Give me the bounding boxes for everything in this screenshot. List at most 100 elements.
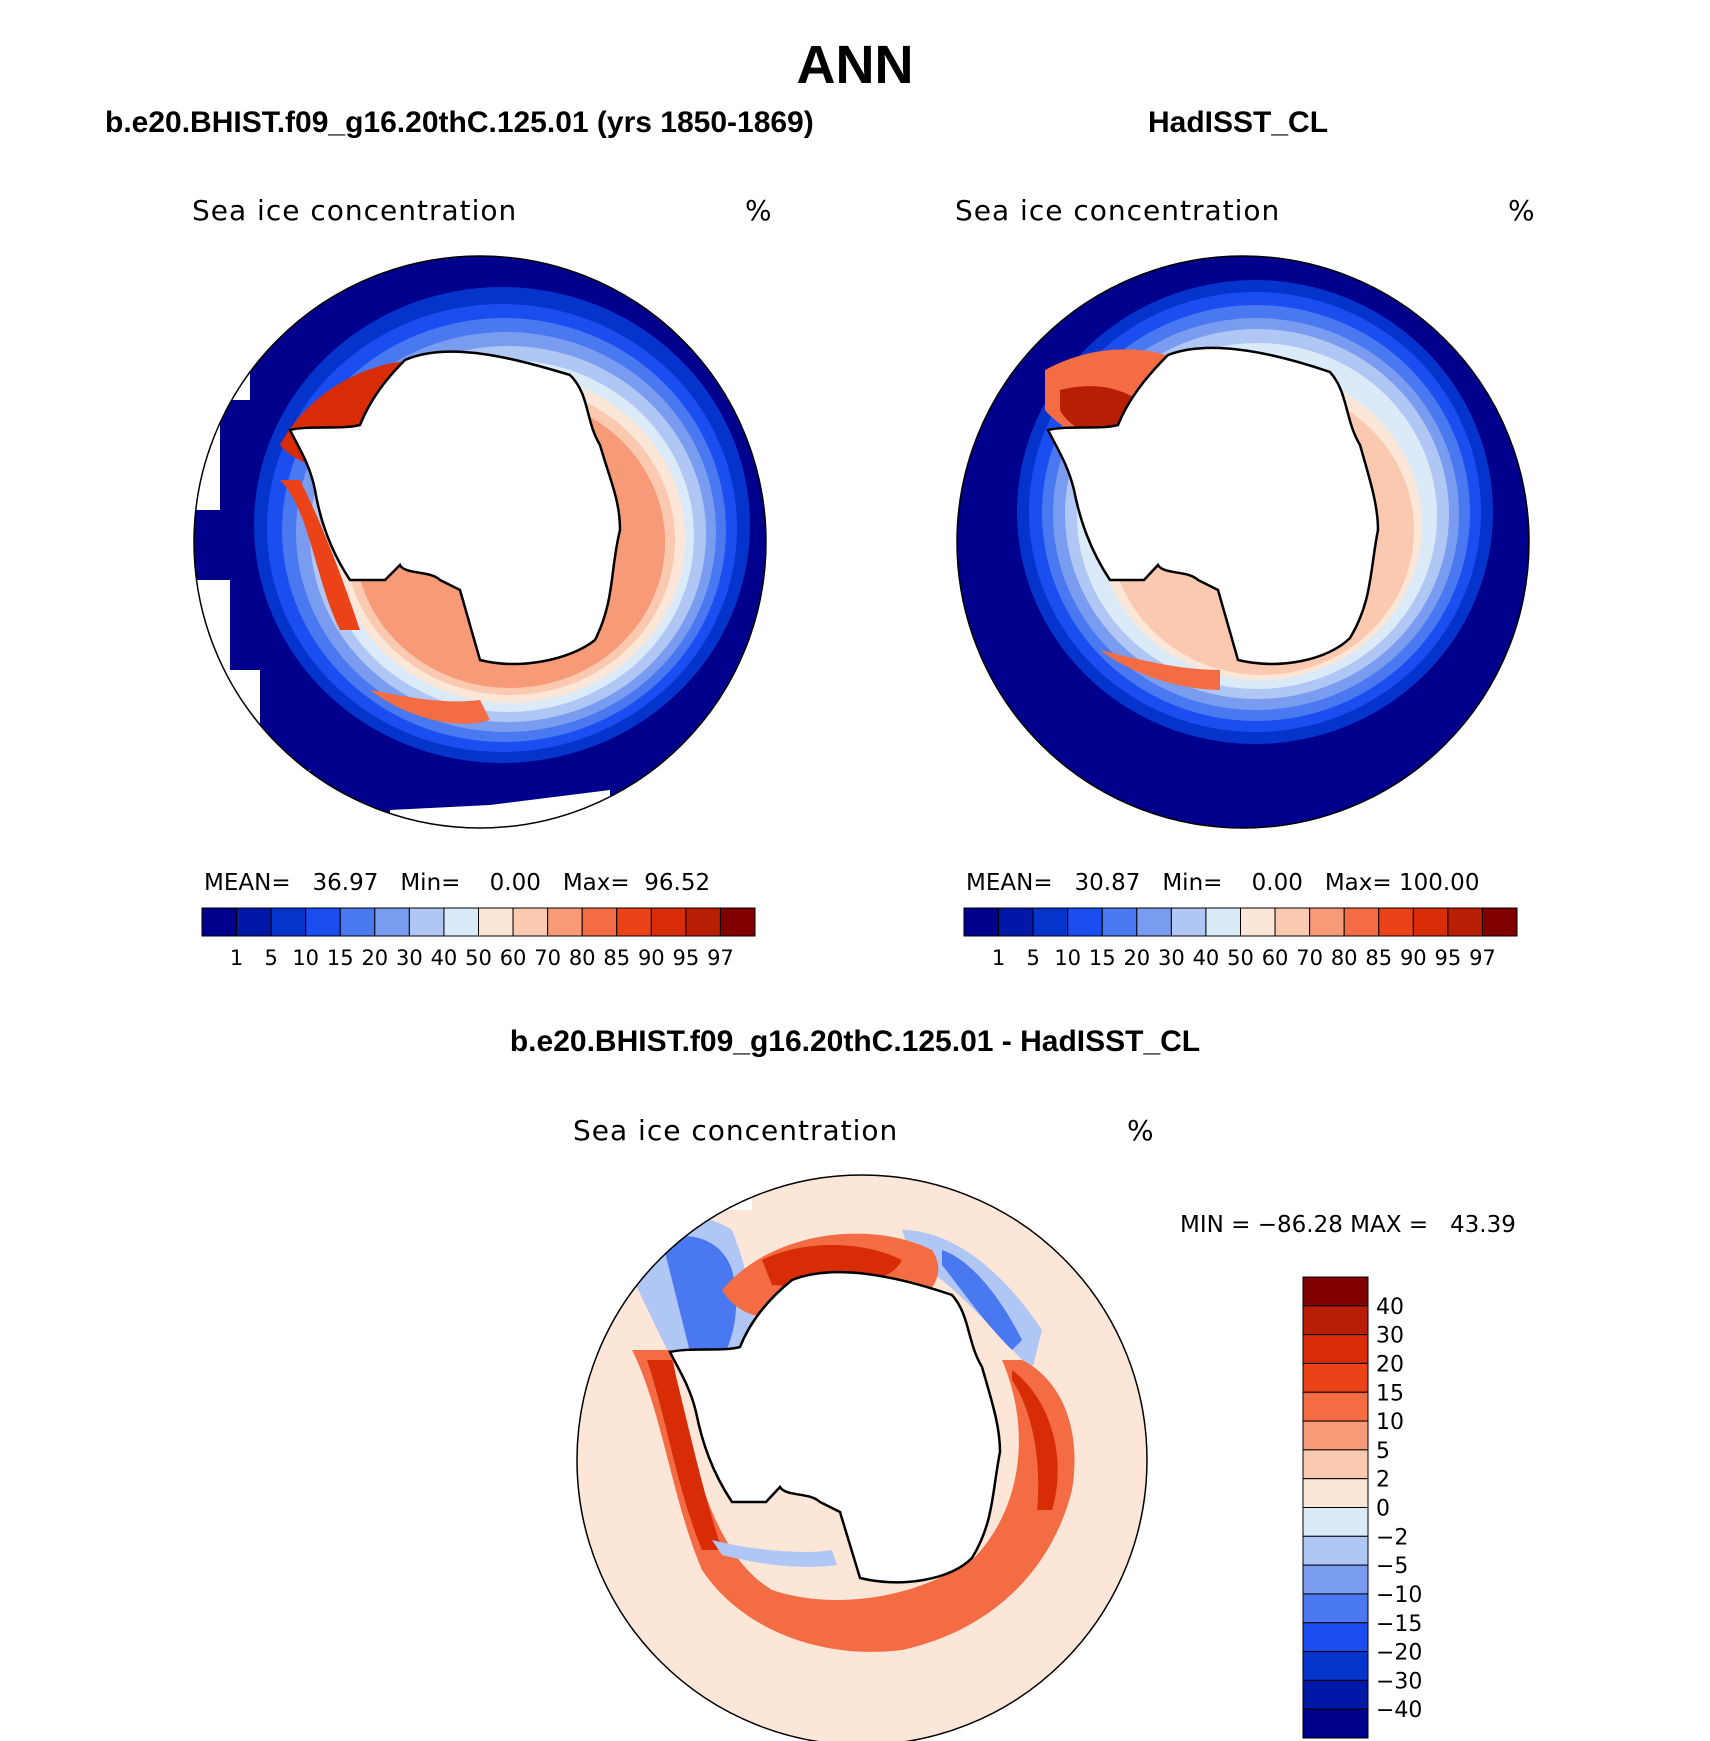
colorbar-swatch: [1302, 1651, 1369, 1681]
diff-min-label: MIN =: [1180, 1212, 1251, 1238]
colorbar-swatch: [1170, 907, 1207, 937]
colorbar-swatch: [581, 907, 618, 937]
colorbar-tick-label: −40: [1376, 1698, 1422, 1723]
colorbar-swatch: [1412, 907, 1449, 937]
colorbar-swatch: [1302, 1391, 1369, 1422]
variable-label-obs: Sea ice concentration: [955, 194, 1281, 227]
colorbar-swatch: [270, 907, 307, 937]
colorbar-tick-label: 95: [1435, 946, 1462, 970]
colorbar-tick-label: 30: [396, 946, 423, 970]
figure-title: ANN: [796, 35, 914, 95]
colorbar-swatch: [1101, 907, 1138, 937]
panel-title-diff: b.e20.BHIST.f09_g16.20thC.125.01 - HadIS…: [509, 1025, 1201, 1058]
diff-min-value: −86.28: [1257, 1212, 1343, 1238]
min-label: Min=: [400, 870, 461, 896]
mean-label: MEAN=: [966, 870, 1053, 896]
colorbar-swatch: [512, 907, 549, 937]
colorbar-tick-label: 97: [1469, 946, 1496, 970]
colorbar-tick-label: 15: [327, 946, 354, 970]
colorbar-tick-label: −30: [1376, 1669, 1422, 1694]
colorbar-model: 1 5 10 15 20 30 40 50 60 70 80 85 90 95 97: [201, 907, 756, 970]
colorbar-tick-label: 60: [500, 946, 527, 970]
colorbar-tick-label: −10: [1376, 1583, 1422, 1608]
map-model: [193, 255, 767, 829]
mean-label: MEAN=: [204, 870, 291, 896]
map-obs: [956, 255, 1530, 829]
max-value: 96.52: [644, 870, 711, 896]
colorbar-swatch: [1302, 1478, 1369, 1508]
colorbar-swatch: [1481, 907, 1518, 937]
colorbar-swatch: [685, 907, 721, 937]
colorbar-swatch: [1343, 907, 1380, 937]
panel-title-model: b.e20.BHIST.f09_g16.20thC.125.01 (yrs 18…: [105, 106, 814, 139]
colorbar-tick-label: 20: [1123, 946, 1150, 970]
colorbar-swatch: [1447, 907, 1483, 937]
colorbar-tick-label: 85: [1365, 946, 1392, 970]
colorbar-tick-label: 10: [1376, 1410, 1404, 1435]
panel-title-obs: HadISST_CL: [1148, 106, 1329, 139]
diff-max-value: 43.39: [1450, 1212, 1516, 1238]
colorbar-swatch: [1240, 907, 1276, 937]
mean-value: 36.97: [312, 870, 379, 896]
colorbar-swatch: [616, 907, 652, 937]
colorbar-swatch: [963, 907, 1000, 937]
colorbar-swatch: [1067, 907, 1103, 937]
diff-max-label: MAX =: [1350, 1212, 1429, 1238]
colorbar-tick-label: 5: [1026, 946, 1039, 970]
colorbar-swatch: [1302, 1420, 1369, 1451]
colorbar-swatch: [478, 907, 514, 937]
max-label: Max=: [1324, 870, 1392, 896]
colorbar-tick-label: 40: [1376, 1295, 1404, 1320]
colorbar-tick-label: 97: [707, 946, 734, 970]
colorbar-tick-label: 30: [1376, 1324, 1404, 1349]
colorbar-tick-label: 20: [1376, 1352, 1404, 1377]
colorbar-swatch: [1378, 907, 1414, 937]
colorbar-swatch: [305, 907, 341, 937]
colorbar-swatch: [1302, 1593, 1369, 1624]
colorbar-tick-label: 5: [264, 946, 277, 970]
colorbar-tick-label: 90: [638, 946, 665, 970]
colorbar-tick-label: 95: [673, 946, 700, 970]
colorbar-tick-label: 5: [1376, 1439, 1390, 1464]
colorbar-tick-label: 50: [1227, 946, 1254, 970]
colorbar-tick-label: 80: [569, 946, 596, 970]
min-label: Min=: [1162, 870, 1223, 896]
colorbar-tick-label: 40: [1193, 946, 1220, 970]
colorbar-tick-label: 2: [1376, 1468, 1390, 1493]
max-value: 100.00: [1398, 870, 1480, 896]
colorbar-tick-label: 30: [1158, 946, 1185, 970]
colorbar-tick-label: 40: [431, 946, 458, 970]
colorbar-swatch: [339, 907, 376, 937]
colorbar-swatch: [1302, 1305, 1369, 1336]
colorbar-swatch: [998, 907, 1034, 937]
colorbar-tick-label: 15: [1376, 1381, 1404, 1406]
mean-value: 30.87: [1074, 870, 1141, 896]
map-diff: [576, 1174, 1148, 1741]
variable-label-diff: Sea ice concentration: [573, 1114, 899, 1147]
colorbar-swatch: [719, 907, 756, 937]
colorbar-swatch: [1032, 907, 1069, 937]
colorbar-tick-label: 80: [1331, 946, 1358, 970]
colorbar-swatch: [1302, 1334, 1369, 1364]
colorbar-swatch: [1302, 1708, 1369, 1739]
colorbar-swatch: [650, 907, 687, 937]
colorbar-swatch: [1302, 1449, 1369, 1480]
colorbar-tick-label: 85: [603, 946, 630, 970]
min-value: 0.00: [489, 870, 541, 896]
colorbar-obs: 1 5 10 15 20 30 40 50 60 70 80 85 90 95 97: [963, 907, 1518, 970]
max-label: Max=: [562, 870, 630, 896]
stats-model: MEAN= 36.97 Min= 0.00 Max= 96.52: [204, 870, 710, 896]
colorbar-swatch: [1302, 1276, 1369, 1307]
colorbar-swatch: [1205, 907, 1241, 937]
colorbar-tick-label: 1: [230, 946, 243, 970]
colorbar-tick-label: 50: [465, 946, 492, 970]
colorbar-tick-label: −20: [1376, 1641, 1422, 1666]
colorbar-swatch: [408, 907, 445, 937]
colorbar-swatch: [236, 907, 272, 937]
units-label-diff: %: [1127, 1114, 1154, 1147]
stats-obs: MEAN= 30.87 Min= 0.00 Max= 100.00: [966, 870, 1479, 896]
colorbar-swatch: [547, 907, 583, 937]
colorbar-tick-label: 60: [1262, 946, 1289, 970]
colorbar-tick-label: 20: [361, 946, 388, 970]
